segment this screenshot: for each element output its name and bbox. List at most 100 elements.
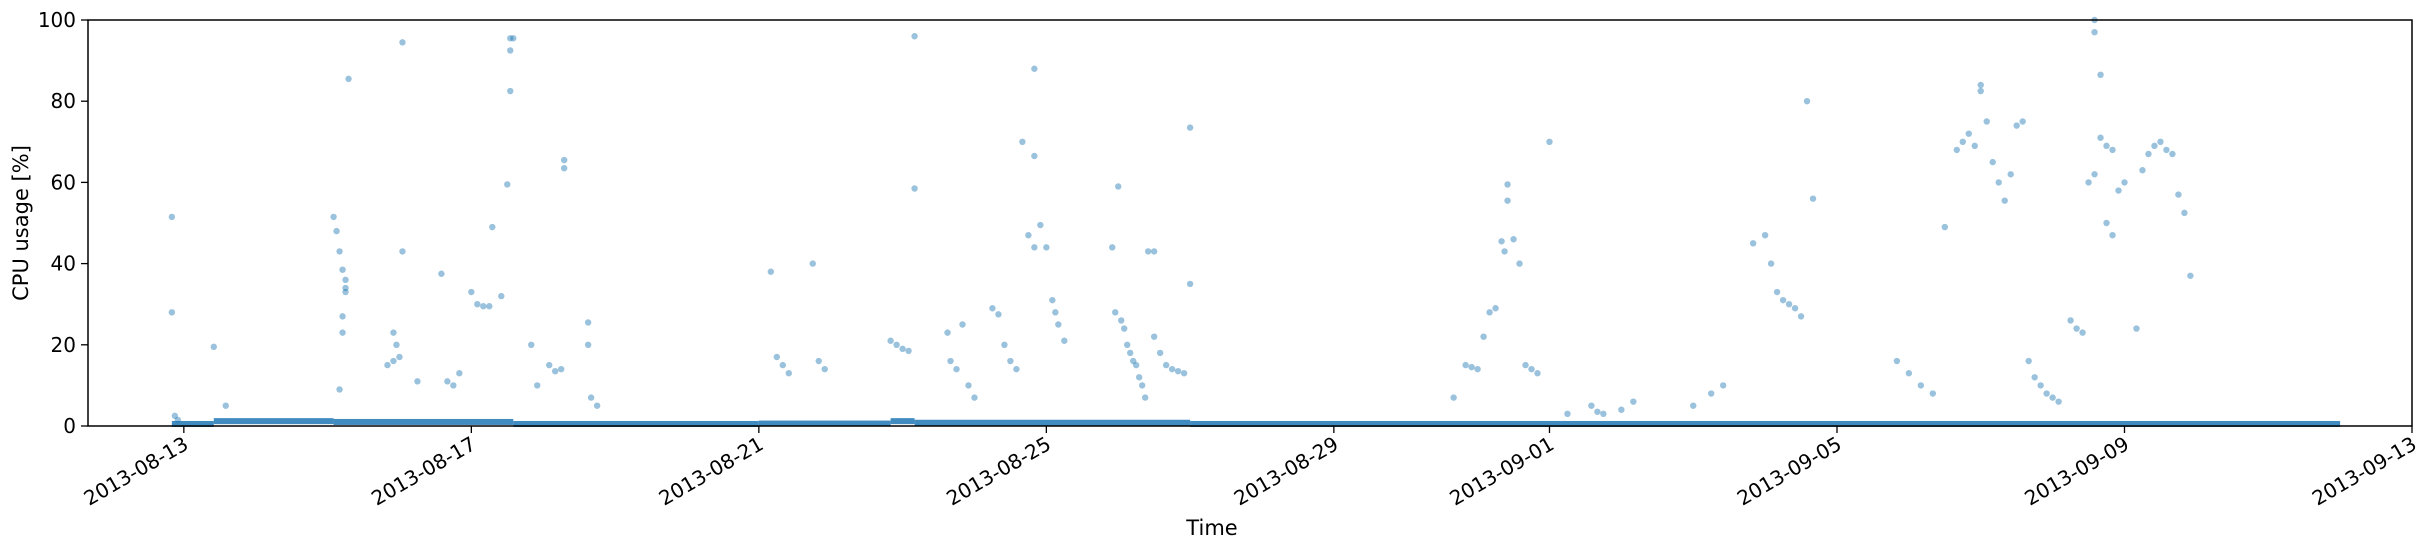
data-point-13: [336, 386, 343, 393]
data-point-116: [1501, 248, 1508, 255]
data-point-181: [2115, 187, 2122, 194]
data-point-14: [345, 75, 352, 83]
data-point-44: [557, 365, 565, 373]
data-point-180: [2109, 231, 2116, 239]
data-point-51: [767, 268, 775, 275]
data-point-155: [1983, 118, 1990, 125]
data-point-172: [2091, 171, 2098, 178]
data-point-83: [1052, 309, 1059, 316]
data-point-45: [560, 164, 568, 172]
data-point-78: [1025, 231, 1032, 239]
data-point-65: [947, 357, 954, 365]
data-point-82: [1049, 296, 1056, 304]
data-point-168: [2067, 317, 2074, 324]
data-point-149: [1953, 146, 1960, 154]
baseline-band-3: [513, 420, 759, 427]
data-point-16: [339, 329, 346, 336]
data-point-32: [486, 303, 493, 310]
data-point-133: [1719, 382, 1727, 389]
data-point-189: [2169, 150, 2176, 158]
data-point-11: [342, 284, 349, 292]
data-point-134: [1749, 240, 1757, 247]
data-point-135: [1761, 231, 1769, 239]
data-point-158: [2001, 197, 2008, 204]
data-point-145: [1905, 370, 1913, 377]
data-point-12: [342, 288, 349, 296]
data-point-119: [1510, 236, 1517, 243]
data-point-165: [2043, 390, 2050, 397]
data-point-183: [2133, 325, 2140, 332]
data-point-92: [1127, 349, 1134, 357]
data-point-71: [995, 311, 1002, 318]
data-point-69: [971, 394, 978, 401]
data-point-169: [2073, 325, 2080, 332]
data-point-120: [1516, 260, 1523, 267]
data-point-88: [1112, 309, 1119, 316]
data-point-57: [821, 365, 828, 373]
data-point-140: [1791, 305, 1799, 312]
data-point-28: [456, 370, 463, 377]
data-point-7: [333, 227, 340, 235]
data-point-40: [528, 341, 535, 348]
data-point-154: [1977, 87, 1984, 95]
data-point-70: [989, 305, 996, 312]
data-point-86: [1109, 244, 1116, 251]
baseline-band-7: [1190, 420, 2341, 427]
data-point-122: [1528, 365, 1535, 373]
data-point-0: [168, 213, 176, 221]
data-point-121: [1522, 361, 1529, 369]
data-point-61: [905, 347, 912, 355]
x-tick-label-1: 2013-08-17: [367, 432, 480, 511]
data-point-10: [342, 276, 349, 284]
data-point-90: [1121, 325, 1128, 332]
data-point-94: [1132, 361, 1140, 369]
data-point-63: [911, 185, 918, 192]
data-point-106: [1186, 124, 1194, 131]
data-point-56: [815, 357, 822, 365]
data-point-52: [773, 353, 781, 361]
data-point-59: [893, 341, 900, 348]
data-point-76: [1031, 152, 1038, 160]
data-point-101: [1156, 349, 1164, 357]
data-point-6: [330, 213, 337, 221]
data-point-192: [2187, 272, 2194, 279]
baseline-series: [171, 418, 2341, 427]
data-point-27: [450, 382, 457, 389]
data-point-102: [1162, 361, 1170, 369]
data-point-166: [2049, 394, 2056, 401]
data-point-182: [2121, 179, 2128, 186]
data-point-138: [1779, 296, 1787, 304]
data-point-144: [1893, 357, 1901, 365]
data-point-24: [414, 378, 421, 385]
data-point-153: [1977, 81, 1984, 89]
data-point-131: [1690, 402, 1697, 409]
data-point-141: [1797, 313, 1805, 320]
data-point-127: [1594, 408, 1601, 415]
x-axis-ticks: 2013-08-13 2013-08-17 2013-08-21 2013-08-25…: [80, 426, 2421, 510]
y-tick-label-1: 20: [51, 333, 76, 357]
baseline-band-2: [333, 418, 514, 425]
baseline-band-4: [758, 420, 891, 427]
baseline-band-6: [914, 419, 1191, 426]
data-point-114: [1492, 305, 1499, 312]
data-point-105: [1180, 370, 1188, 377]
data-point-85: [1061, 337, 1068, 344]
data-point-146: [1917, 382, 1925, 389]
data-point-4: [210, 343, 217, 351]
data-point-163: [2031, 374, 2038, 381]
data-point-129: [1618, 406, 1625, 413]
data-point-184: [2139, 167, 2146, 174]
data-point-186: [2151, 142, 2158, 150]
data-point-174: [2091, 28, 2098, 36]
data-point-112: [1480, 333, 1487, 340]
data-point-33: [489, 223, 496, 231]
data-point-20: [390, 329, 397, 336]
data-point-170: [2079, 329, 2086, 336]
data-point-47: [584, 319, 592, 326]
data-point-84: [1055, 321, 1062, 328]
data-point-128: [1600, 410, 1607, 418]
data-point-178: [2109, 146, 2116, 154]
data-point-29: [468, 288, 475, 296]
data-point-50: [593, 402, 601, 409]
y-tick-label-5: 100: [38, 8, 76, 32]
